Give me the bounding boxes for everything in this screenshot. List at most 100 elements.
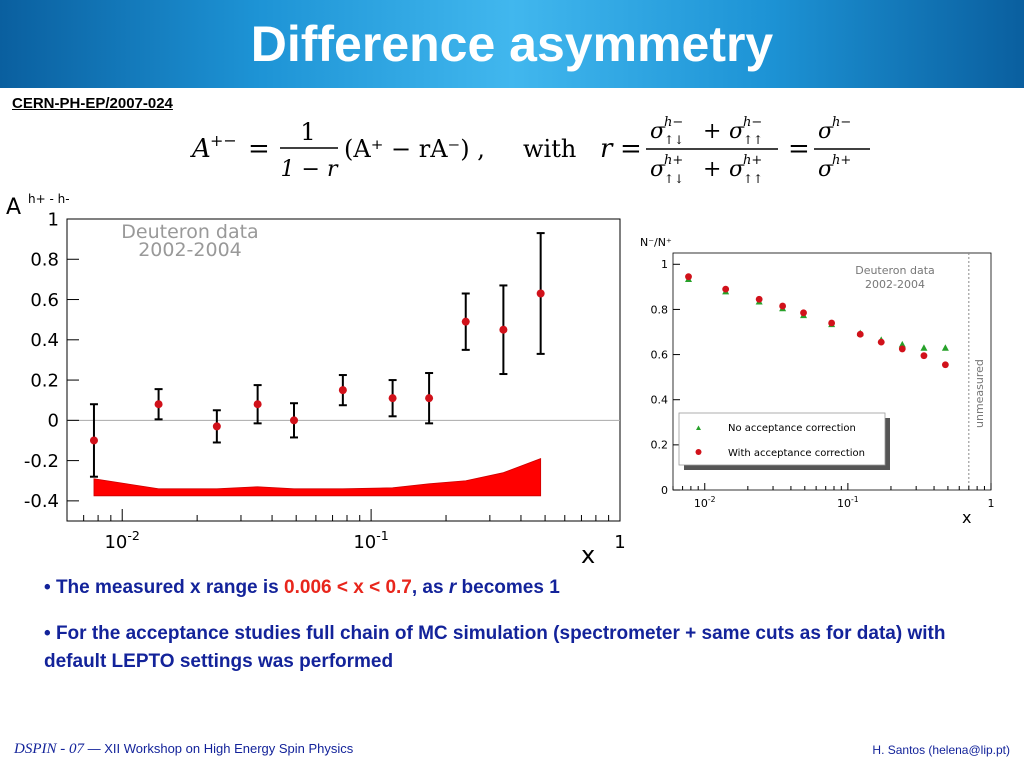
- rhs-sigma-num: σ: [818, 119, 834, 144]
- circle-point: [828, 319, 836, 327]
- footer-event: XII Workshop on High Energy Spin Physics: [104, 741, 354, 756]
- footer-conf-name: DSPIN - 07: [14, 741, 84, 757]
- bullet-mc-simulation: • For the acceptance studies full chain …: [44, 623, 946, 672]
- x-tick-label: 10-1: [837, 495, 859, 510]
- y-tick-label: 0.6: [30, 290, 59, 311]
- asymmetry-formula: A +− = 1 1 − r (A⁺ − rA⁻) , with r = σ h…: [190, 115, 870, 186]
- x-tick-label: 10-2: [694, 495, 716, 510]
- triangle-point: [920, 344, 928, 351]
- y-tick-label: 1: [48, 209, 59, 230]
- chart-annotation-line2: 2002-2004: [138, 239, 242, 261]
- x-axis-label-2: x: [962, 508, 971, 527]
- bullet1-range: 0.006 < x < 0.7: [284, 577, 412, 598]
- y-axis-label: A: [6, 195, 21, 220]
- circle-point: [856, 330, 864, 338]
- x-tick-label: 10-1: [353, 528, 388, 553]
- circle-point: [779, 302, 787, 310]
- data-point: [290, 416, 299, 425]
- data-point: [338, 386, 347, 395]
- ratio-chart: 1 0.8 0.6 0.4 0.2 0 10-2 10-1 1 Deuteron data 20…: [640, 236, 995, 527]
- den-sup-2: h+: [743, 153, 762, 168]
- footer-conference: DSPIN - 07 — XII Workshop on High Energy…: [14, 741, 353, 758]
- x-tick-label: 1: [988, 497, 995, 510]
- legend-circle-marker: [695, 449, 702, 455]
- legend-box: [678, 412, 886, 466]
- circle-point: [685, 273, 692, 281]
- formula-paren: (A⁺ − rA⁻) ,: [344, 135, 485, 163]
- y-tick-label: 0.2: [651, 439, 669, 452]
- circle-point: [800, 309, 807, 317]
- x-axis-label: x: [581, 541, 595, 568]
- formula-equals-3: =: [788, 134, 810, 164]
- circle-point: [722, 285, 730, 293]
- asymmetry-chart: 1 0.8 0.6 0.4 0.2 0 -0.2 -0.4 10-2 10-1 1 Deuteron…: [6, 192, 626, 568]
- formula-equals: =: [248, 134, 270, 164]
- y-tick-label: 0: [661, 484, 668, 497]
- rhs-sup-den: h+: [832, 153, 851, 168]
- y-tick-label: 0.2: [30, 370, 59, 391]
- circle-point: [755, 295, 763, 303]
- num-sigma-2: σ: [729, 119, 745, 144]
- y-tick-label: 0.8: [651, 303, 669, 316]
- num-sup-1: h−: [664, 115, 683, 130]
- y-axis-label-2: N⁻/N⁺: [640, 236, 672, 249]
- y-tick-label: -0.4: [24, 491, 59, 512]
- formula-with: with: [523, 135, 576, 163]
- legend-label-no-correction: No acceptance correction: [728, 423, 856, 434]
- den-sup-1: h+: [664, 153, 683, 168]
- data-point: [499, 325, 508, 334]
- triangle-point: [898, 340, 906, 348]
- rhs-sup-num: h−: [832, 115, 851, 130]
- circle-point: [920, 352, 928, 360]
- bullet1-text-e: becomes 1: [456, 577, 560, 598]
- y-tick-label: -0.2: [24, 451, 59, 472]
- num-sigma-1: σ: [650, 119, 666, 144]
- den-plus: +: [703, 157, 721, 182]
- num-sub-1: ↑↓: [664, 133, 684, 147]
- x-tick-label: 10-2: [104, 528, 139, 553]
- num-sup-2: h−: [743, 115, 762, 130]
- bullet1-text-a: The measured x range is: [55, 577, 285, 598]
- den-sub-1: ↑↓: [664, 172, 684, 186]
- rhs-sigma-den: σ: [818, 157, 834, 182]
- y-tick-label: 0.4: [651, 394, 669, 407]
- systematic-band: [93, 458, 542, 497]
- triangle-point: [941, 344, 949, 351]
- circle-point: [941, 361, 949, 369]
- y-tick-label: 0: [48, 411, 59, 432]
- circle-point: [898, 345, 906, 353]
- formula-frac-num: 1: [300, 118, 315, 146]
- bullet1-text-c: , as: [411, 577, 449, 598]
- unmeasured-label: unmeasured: [973, 359, 986, 428]
- chart2-annotation-line1: Deuteron data: [855, 264, 935, 277]
- data-point: [425, 394, 434, 403]
- formula-r: r: [600, 134, 614, 164]
- circle-point: [877, 338, 885, 346]
- den-sub-2: ↑↑: [743, 172, 763, 186]
- data-point: [536, 289, 545, 298]
- y-tick-label: 0.6: [651, 348, 669, 361]
- formula-frac-den: 1 − r: [281, 157, 339, 182]
- footer-author: H. Santos (helena@lip.pt): [872, 743, 1010, 757]
- title-bar: [0, 0, 1024, 88]
- data-point: [461, 317, 470, 326]
- footer-dash: —: [87, 741, 101, 756]
- data-point: [89, 436, 98, 445]
- data-point: [154, 400, 163, 409]
- data-point: [253, 400, 262, 409]
- formula-lhs: A: [190, 134, 211, 164]
- data-point: [212, 422, 221, 431]
- y-tick-label: 0.8: [30, 250, 59, 271]
- formula-lhs-sup: +−: [210, 131, 237, 150]
- y-axis-label-sup: h+ - h-: [28, 192, 70, 206]
- bullet1-r: r: [448, 577, 457, 598]
- bullet2-text: For the acceptance studies full chain of…: [44, 623, 946, 672]
- den-sigma-2: σ: [729, 157, 745, 182]
- chart2-annotation-line2: 2002-2004: [865, 278, 925, 291]
- legend-label-with-correction: With acceptance correction: [728, 448, 865, 459]
- den-sigma-1: σ: [650, 157, 666, 182]
- bullet-x-range: • The measured x range is 0.006 < x < 0.…: [44, 577, 560, 598]
- paper-reference: CERN-PH-EP/2007-024: [12, 95, 173, 112]
- y-tick-label: 0.4: [30, 330, 59, 351]
- legend-triangle-marker: [696, 425, 701, 430]
